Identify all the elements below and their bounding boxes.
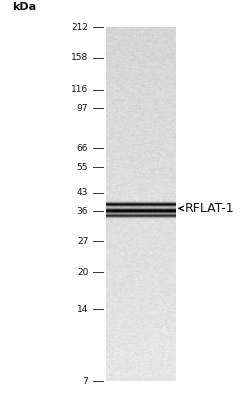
Text: 14: 14 (76, 305, 88, 314)
Text: 116: 116 (71, 85, 88, 94)
Text: 55: 55 (76, 163, 88, 172)
Text: 43: 43 (76, 188, 88, 197)
Text: 212: 212 (71, 23, 88, 32)
Text: 158: 158 (71, 53, 88, 62)
Text: 36: 36 (76, 207, 88, 216)
Text: 7: 7 (82, 377, 88, 386)
Text: 66: 66 (76, 144, 88, 153)
Text: 97: 97 (76, 104, 88, 113)
Text: 27: 27 (76, 236, 88, 246)
Text: kDa: kDa (12, 2, 36, 12)
Text: RFLAT-1: RFLAT-1 (184, 202, 234, 215)
Text: 20: 20 (76, 268, 88, 277)
